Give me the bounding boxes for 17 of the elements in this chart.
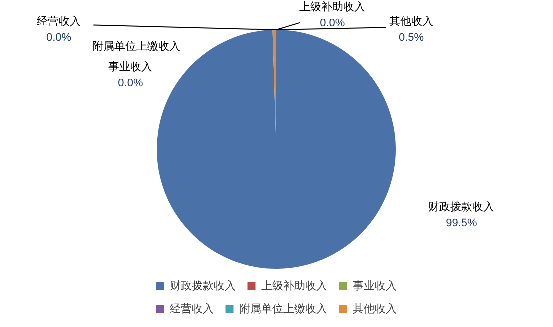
text: 0.0% (46, 32, 72, 44)
text: 0.0% (118, 77, 144, 90)
legend-label: 经营收入 (170, 302, 214, 316)
category-label: 经营收入 (37, 16, 82, 28)
legend-label: 财政拨款收入 (170, 280, 236, 293)
legend-label: 上级补助收入 (261, 280, 328, 293)
legend-label: 其他收入 (352, 302, 397, 316)
category-label: 事业收入 (108, 61, 153, 74)
category-label: 附属单位上缴收入 (92, 40, 181, 53)
legend-label: 附属单位上缴收入 (239, 302, 328, 316)
slice-label: 其他收入 (390, 15, 434, 28)
data-label: 0.5% (398, 32, 424, 44)
legend-label: 事业收入 (352, 280, 397, 293)
text: 0.0% (320, 18, 346, 30)
slice-label: 财政拨款收入 (428, 200, 495, 214)
category-label: 上级补助收入 (300, 2, 366, 14)
data-label: 99.5% (446, 217, 478, 230)
